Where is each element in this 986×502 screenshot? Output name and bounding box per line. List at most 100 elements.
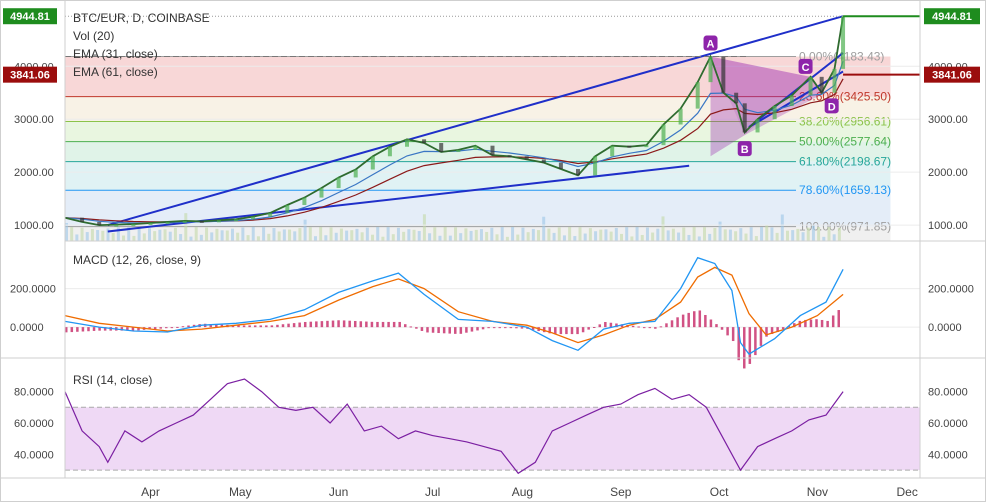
macd-histogram-bar <box>509 327 513 329</box>
volume-bar <box>350 230 354 241</box>
marked-price-tag-left-text: 3841.06 <box>10 70 50 82</box>
last-price-tag-right <box>924 8 980 25</box>
fib-level-label: 50.00%(2577.64) <box>799 135 891 149</box>
macd-histogram-bar <box>715 324 718 328</box>
rsi-tick-label-right: 40.0000 <box>928 449 968 461</box>
price-candle <box>216 220 221 223</box>
volume-bar <box>65 223 68 241</box>
macd-histogram-bar <box>353 320 357 328</box>
price-candle <box>661 124 666 146</box>
time-tick-label: Aug <box>512 485 533 499</box>
volume-bar <box>666 230 670 241</box>
volume-bar <box>85 232 89 241</box>
volume-bar <box>189 236 193 241</box>
price-candle <box>841 16 846 69</box>
price-tick-label-left: 3000.00 <box>14 114 54 126</box>
price-candle <box>558 162 563 169</box>
macd-histogram-bar <box>570 327 574 335</box>
macd-histogram-bar <box>209 324 212 328</box>
volume-bar <box>594 231 598 241</box>
volume-bar <box>205 227 209 241</box>
last-price-tag-left <box>3 8 57 25</box>
volume-bar <box>272 228 276 241</box>
macd-histogram-bar <box>726 327 729 336</box>
volume-bar <box>573 236 577 241</box>
fib-level-label: 100.00%(971.85) <box>799 220 891 234</box>
volume-bar <box>438 235 442 241</box>
volume-bar <box>697 236 701 241</box>
volume-bar <box>236 232 240 241</box>
pattern-point-badge <box>703 35 718 51</box>
price-candle <box>285 204 290 213</box>
price-tick-label-left: 2000.00 <box>14 167 54 179</box>
ema61-indicator-label: EMA (61, close) <box>73 65 158 79</box>
volume-bar <box>811 224 815 241</box>
volume-bar <box>505 236 509 241</box>
volume-bar <box>723 229 727 241</box>
macd-histogram-bar <box>487 327 490 329</box>
volume-bar <box>562 235 566 241</box>
volume-bar <box>313 236 317 241</box>
volume-bar <box>469 230 473 241</box>
volume-bar <box>651 232 655 241</box>
pattern-point-label: C <box>802 62 810 74</box>
volume-bar <box>246 235 250 241</box>
fib-zone <box>65 96 891 122</box>
volume-bar <box>495 234 499 241</box>
rsi-line <box>64 378 844 475</box>
rsi-panel: 40.0000 40.0000 60.0000 60.0000 80.0000 80.00… <box>0 378 986 479</box>
macd-histogram-bar <box>576 327 579 335</box>
price-candle <box>772 105 777 120</box>
macd-tick-label-left: 200.0000 <box>10 284 56 296</box>
volume-bar <box>70 227 74 241</box>
macd-title: MACD (12, 26, close, 9) <box>73 253 201 267</box>
volume-bar <box>817 227 821 241</box>
price-candle <box>627 145 632 148</box>
rsi-tick-label-right: 80.0000 <box>928 387 968 399</box>
volume-bar <box>692 227 696 241</box>
volume-bar <box>588 228 592 241</box>
symbol-title: BTC/EUR, D, COINBASE <box>73 11 210 25</box>
volume-bar <box>604 229 608 241</box>
volume-bar <box>142 233 146 241</box>
volume-bar <box>728 229 732 241</box>
fib-zone <box>65 121 891 142</box>
volume-bar <box>153 231 157 241</box>
price-candle <box>734 92 739 104</box>
volume-bar <box>422 214 426 241</box>
volume-bar <box>365 227 369 241</box>
volume-bar <box>163 229 167 241</box>
volume-bar <box>625 227 629 241</box>
pattern-point-badge <box>824 98 839 114</box>
time-tick-label: Jul <box>425 485 440 499</box>
price-candle <box>165 221 170 224</box>
volume-bar <box>796 228 800 241</box>
volume-bar <box>376 227 380 241</box>
volume-bar <box>417 231 421 241</box>
volume-bar <box>739 228 743 241</box>
volume-bar <box>381 236 385 241</box>
macd-histogram-bar <box>620 324 624 328</box>
volume-bar <box>147 228 151 241</box>
volume-bar <box>806 227 810 241</box>
macd-signal-line <box>64 266 844 344</box>
price-candle <box>610 145 615 157</box>
macd-histogram-bar <box>259 325 263 328</box>
macd-histogram-bar <box>92 327 96 331</box>
macd-histogram-bar <box>276 324 279 328</box>
price-candle <box>576 168 580 176</box>
macd-histogram-bar <box>381 321 385 328</box>
macd-histogram-bar <box>331 320 335 328</box>
price-candle <box>319 188 324 198</box>
macd-histogram-bar <box>215 324 218 328</box>
volume-bar <box>355 228 359 241</box>
volume-bar <box>780 214 784 241</box>
macd-histogram-bar <box>604 321 607 328</box>
volume-bar <box>251 227 255 241</box>
macd-histogram-bar <box>415 327 418 329</box>
price-candle <box>268 212 273 217</box>
channel-upper-line <box>107 15 844 227</box>
macd-histogram-bar <box>287 323 290 328</box>
fib-level-label: 61.80%(2198.67) <box>799 155 891 169</box>
volume-bar <box>402 231 406 241</box>
